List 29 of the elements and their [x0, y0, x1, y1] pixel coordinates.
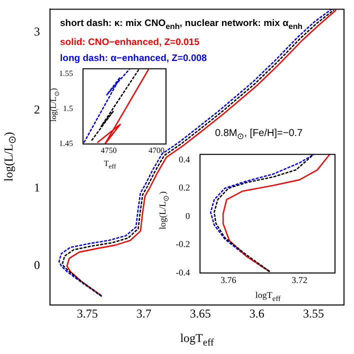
y-tick-label: 0.4	[178, 154, 190, 164]
y-tick-label: 0.2	[178, 182, 190, 193]
x-tick-label: 3.7	[136, 306, 152, 320]
text: long dash: α−enhanced, Z=0.008	[60, 52, 208, 66]
y-tick-label: -0.4	[176, 267, 190, 278]
y-tick-label: 0	[34, 258, 40, 272]
annotation: 0.8M$_{⊙}$, [Fe/H]=−0.7	[215, 128, 303, 141]
series-label: short dash: κ: mix CNO$_{enh}$, nuclear network: mix α$_{enh}$	[60, 17, 303, 33]
x-tick-label: 3.65	[190, 306, 211, 320]
x-axis-title: logT$_{eff}$	[179, 331, 215, 348]
x-axis-title: T$_{eff}$	[102, 159, 118, 171]
line-series	[83, 68, 130, 144]
y-tick-label: 1.5	[63, 104, 73, 113]
y-tick-label: 1	[34, 180, 40, 194]
y-tick-label: 1.45	[59, 139, 73, 148]
x-tick-label: 3.55	[302, 306, 324, 320]
y-tick-label: 2	[34, 102, 40, 117]
x-tick-label: 3.72	[292, 274, 308, 285]
y-tick-label: -0.2	[176, 239, 190, 250]
x-tick-label: 4700	[148, 146, 164, 155]
y-tick-label: 0	[186, 210, 190, 221]
x-tick-label: 4750	[100, 146, 117, 155]
y-tick-label: 3	[34, 24, 40, 39]
x-axis-title: logT$_{eff}$	[254, 290, 282, 303]
y-tick-label: 1.55	[59, 68, 73, 78]
x-tick-label: 3.75	[76, 306, 98, 320]
text: solid: CNO−enhanced, Z=0.015	[60, 36, 200, 50]
x-tick-label: 3.6	[249, 306, 264, 320]
x-tick-label: 3.76	[220, 274, 237, 285]
